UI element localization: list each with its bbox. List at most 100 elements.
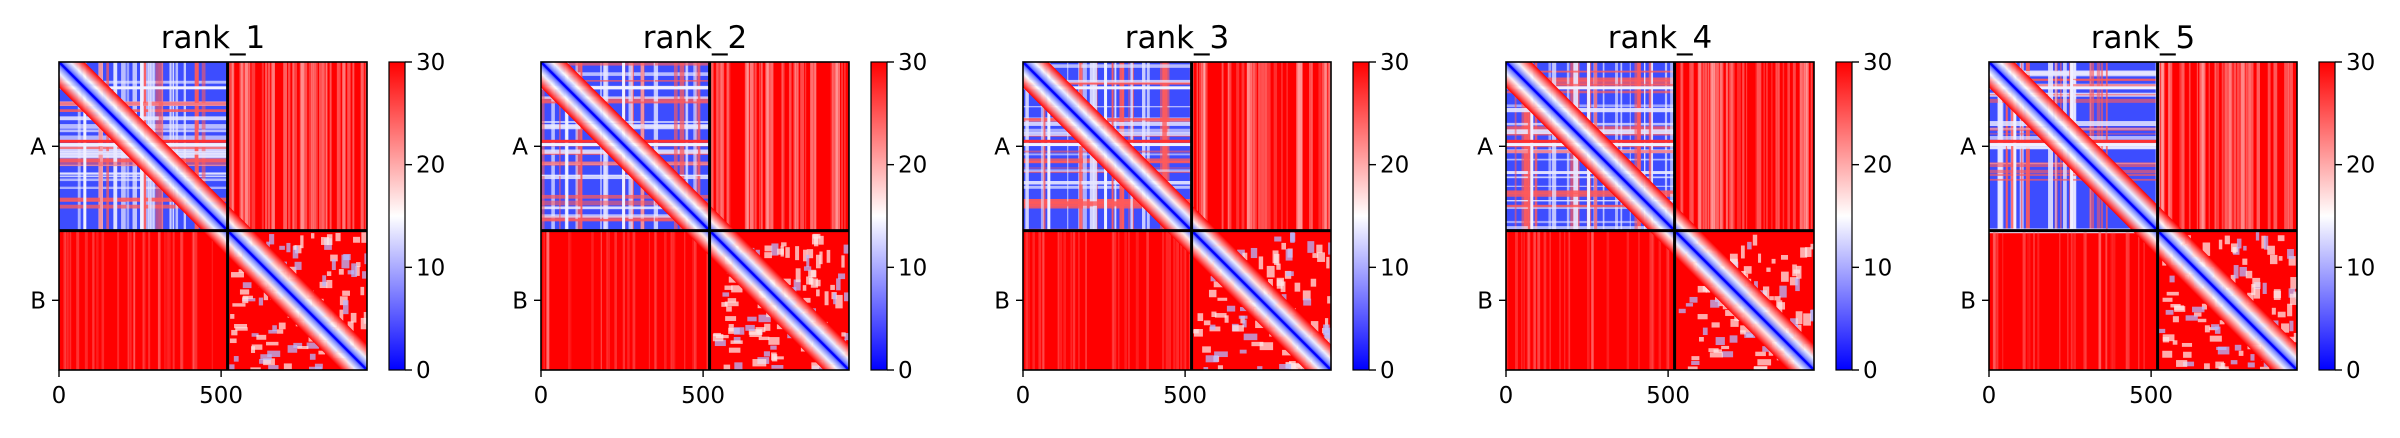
- chain-b-blob: [1743, 266, 1752, 274]
- inter-streak: [715, 62, 719, 231]
- chain-b-blob: [2183, 351, 2192, 358]
- inter-streak: [813, 62, 817, 231]
- chain-b-blob: [1266, 265, 1275, 278]
- inter-streak: [342, 62, 346, 231]
- inter-streak: [654, 230, 656, 370]
- inter-streak: [84, 230, 88, 370]
- chain-a-hstripe: [541, 194, 710, 199]
- chain-a-vstripe: [98, 62, 103, 231]
- inter-streak: [1196, 62, 1199, 231]
- chain-b-blob: [1804, 247, 1812, 257]
- inter-streak: [2161, 62, 2163, 231]
- inter-streak: [251, 62, 256, 231]
- inter-streak: [1746, 62, 1748, 231]
- inter-streak: [2138, 230, 2140, 370]
- inter-streak: [1730, 62, 1735, 231]
- inter-streak: [755, 62, 757, 231]
- x-tick-label: 500: [2129, 383, 2173, 409]
- chain-b-blob: [2263, 235, 2269, 250]
- chain-b-blob: [1281, 242, 1287, 250]
- chain-b-blob: [1243, 333, 1258, 341]
- inter-streak: [1111, 230, 1115, 370]
- chain-b-blob: [266, 241, 270, 249]
- inter-streak: [1281, 62, 1283, 231]
- inter-streak: [1806, 62, 1809, 231]
- inter-streak: [244, 62, 247, 231]
- inter-streak: [1777, 62, 1780, 231]
- chain-b-blob: [1258, 256, 1264, 270]
- colorbar: [388, 61, 406, 371]
- inter-streak: [2214, 62, 2216, 231]
- inter-streak: [717, 62, 719, 231]
- inter-streak: [1324, 62, 1327, 231]
- chain-b-blob: [268, 329, 277, 334]
- inter-streak: [1737, 62, 1741, 231]
- inter-streak: [749, 62, 754, 231]
- chain-b-blob: [734, 362, 743, 370]
- inter-streak: [813, 62, 816, 231]
- chain-b-blob: [764, 323, 771, 331]
- inter-streak: [1227, 62, 1232, 231]
- chain-b-blob: [1685, 303, 1694, 307]
- chain-b-blob: [295, 245, 302, 254]
- chain-a-vstripe: [1634, 62, 1638, 231]
- chain-b-blob: [1702, 327, 1708, 336]
- inter-streak: [607, 230, 611, 370]
- inter-streak: [2181, 62, 2185, 231]
- chain-b-blob: [1303, 298, 1312, 306]
- chain-b-blob: [2271, 307, 2276, 315]
- chain-b-blob: [260, 354, 272, 360]
- chain-b-blob: [2288, 256, 2296, 266]
- chain-b-blob: [287, 345, 298, 353]
- chain-b-blob: [1328, 242, 1331, 255]
- axes-frame: [540, 61, 850, 371]
- chain-b-blob: [733, 336, 741, 343]
- inter-streak: [2289, 62, 2293, 231]
- chain-b-blob: [2261, 235, 2266, 249]
- chain-a-vstripe: [1079, 62, 1082, 231]
- chain-b-blob: [1768, 351, 1774, 356]
- inter-streak: [2033, 230, 2035, 370]
- chain-b-blob: [1300, 366, 1305, 370]
- chain-a-hstripe: [1506, 70, 1675, 73]
- chain-b-blob: [1310, 321, 1319, 335]
- chain-b-blob: [343, 300, 349, 315]
- inter-streak: [726, 62, 729, 231]
- inter-streak: [1802, 62, 1806, 231]
- colorbar-tick-label: 0: [1380, 358, 1395, 384]
- chain-a-white-line: [541, 86, 710, 90]
- chain-b-blob: [758, 336, 770, 341]
- inter-streak: [765, 62, 770, 231]
- chain-b-blob: [1691, 360, 1700, 365]
- inter-streak: [1994, 230, 1996, 370]
- inter-streak: [191, 230, 195, 370]
- chain-b-blob: [1795, 277, 1800, 292]
- panel-rank_4: rank_4 A B 0 500 0 10 20 30: [1477, 20, 1892, 409]
- chain-b-blob: [1202, 346, 1211, 353]
- chain-b-blob: [824, 291, 829, 306]
- inter-streak: [1697, 62, 1702, 231]
- inter-streak: [1032, 230, 1035, 370]
- chain-a-hstripe: [1023, 79, 1192, 84]
- chain-b-blob: [1752, 234, 1758, 246]
- chain-b-blob: [806, 254, 810, 268]
- chain-a-vstripe: [1514, 62, 1517, 231]
- inter-streak: [249, 62, 251, 231]
- chain-b-blob: [263, 358, 275, 366]
- inter-streak: [1567, 230, 1570, 370]
- chain-b-blob: [728, 347, 741, 353]
- inter-streak: [2224, 62, 2229, 231]
- inter-streak: [1720, 62, 1722, 231]
- chain-b-blob: [725, 316, 737, 321]
- inter-streak: [2067, 230, 2069, 370]
- chain-b-blob: [803, 297, 811, 303]
- inter-streak: [1298, 62, 1303, 231]
- inter-streak: [2201, 62, 2206, 231]
- inter-streak: [1606, 230, 1610, 370]
- chain-a-vstripe: [2005, 62, 2007, 231]
- chain-b-blob: [803, 249, 808, 262]
- colorbar-tick-label: 20: [898, 153, 927, 179]
- chain-b-blob: [292, 246, 299, 259]
- chain-b-blob: [1740, 325, 1754, 333]
- colorbar-tick-label: 20: [416, 153, 445, 179]
